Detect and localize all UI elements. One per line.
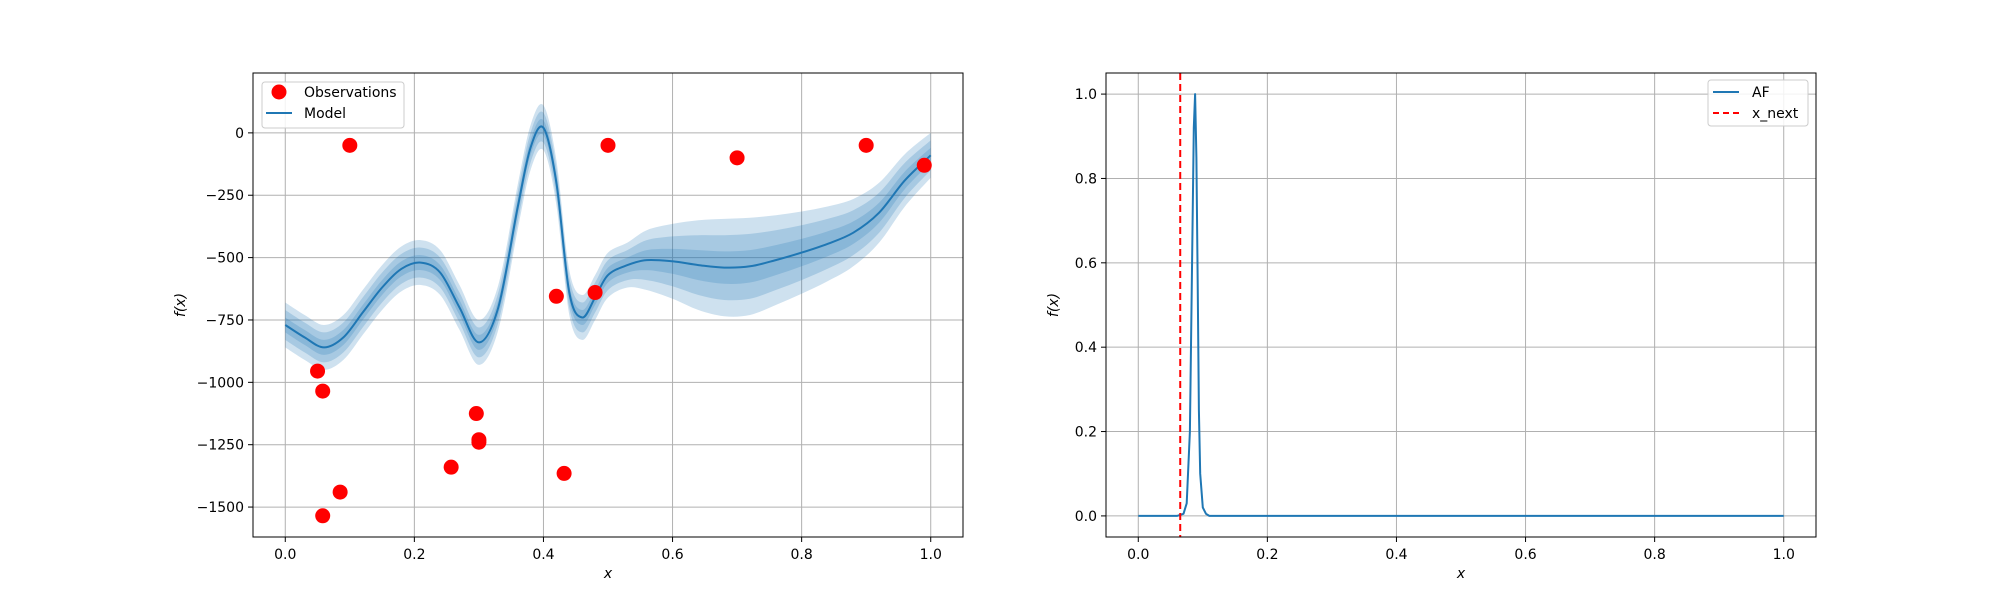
left-y-tick-label: −500 [206, 251, 244, 267]
legend-x-next-label: x_next [1752, 106, 1799, 122]
left-y-tick-label: −750 [206, 313, 244, 329]
observation-point [556, 465, 572, 481]
left-grid [253, 73, 963, 537]
observation-point [315, 508, 331, 524]
left-x-tick-label: 1.0 [920, 547, 942, 563]
left-legend: Observations Model [261, 81, 405, 129]
legend-model-label: Model [304, 106, 346, 122]
right-ticks: 0.0 0.2 0.4 0.6 0.8 1.0 0.0 0.2 0.4 0.6 0.8 1.0 [1075, 87, 1795, 563]
right-x-tick-label: 1.0 [1773, 547, 1795, 563]
observation-point [858, 137, 874, 153]
right-legend: AF x_next [1707, 79, 1809, 127]
observation-point [729, 150, 745, 166]
left-x-tick-label: 0.8 [791, 547, 813, 563]
right-x-axis-label: x [1456, 566, 1466, 582]
left-ticks: 0.0 0.2 0.4 0.6 0.8 1.0 0 −250 −500 −750 −1000 −125… [197, 126, 942, 563]
observation-point [916, 157, 932, 173]
left-y-axis-label: f(x) [173, 293, 189, 317]
left-y-tick-label: −1250 [197, 438, 244, 454]
right-x-tick-label: 0.8 [1644, 547, 1666, 563]
left-x-tick-label: 0.6 [661, 547, 683, 563]
observation-point [548, 288, 564, 304]
left-x-axis-label: x [603, 566, 613, 582]
right-lines [1138, 73, 1784, 537]
right-y-tick-label: 0.0 [1075, 509, 1097, 525]
left-plot: 0.0 0.2 0.4 0.6 0.8 1.0 0 −250 −500 −750 −1000 −125… [173, 72, 964, 582]
observation-point [600, 137, 616, 153]
legend-observations-label: Observations [304, 85, 397, 101]
af-line [1138, 93, 1784, 517]
left-y-tick-label: 0 [235, 126, 244, 142]
right-y-tick-label: 0.8 [1075, 171, 1097, 187]
left-observation-points [310, 137, 932, 524]
right-plot: 0.0 0.2 0.4 0.6 0.8 1.0 0.0 0.2 0.4 0.6 0.8 1.0 x f… [1046, 72, 1817, 582]
left-x-tick-label: 0.2 [403, 547, 425, 563]
right-x-tick-label: 0.2 [1256, 547, 1278, 563]
observation-point [342, 137, 358, 153]
left-y-tick-label: −1000 [197, 375, 244, 391]
left-x-tick-label: 0.0 [274, 547, 296, 563]
observation-point [587, 285, 603, 301]
model-confidence-band-3sigma [285, 103, 931, 370]
observation-point [468, 406, 484, 422]
observation-point [315, 383, 331, 399]
left-y-tick-label: −250 [206, 188, 244, 204]
observation-point [332, 484, 348, 500]
right-x-tick-label: 0.6 [1514, 547, 1536, 563]
model-mean-line [284, 125, 932, 349]
right-y-tick-label: 1.0 [1075, 87, 1097, 103]
right-y-tick-label: 0.2 [1075, 425, 1097, 441]
right-y-tick-label: 0.4 [1075, 340, 1097, 356]
model-confidence-band-2sigma [285, 111, 931, 363]
right-y-axis-label: f(x) [1046, 293, 1062, 317]
legend-af-label: AF [1752, 85, 1770, 101]
right-x-tick-label: 0.4 [1385, 547, 1407, 563]
left-x-tick-label: 0.4 [532, 547, 554, 563]
observation-point [310, 363, 326, 379]
legend-observations-marker [271, 84, 287, 100]
right-y-tick-label: 0.6 [1075, 256, 1097, 272]
left-lines [284, 125, 932, 349]
observation-point [471, 434, 487, 450]
observation-point [443, 459, 459, 475]
right-x-tick-label: 0.0 [1127, 547, 1149, 563]
left-y-tick-label: −1500 [197, 500, 244, 516]
